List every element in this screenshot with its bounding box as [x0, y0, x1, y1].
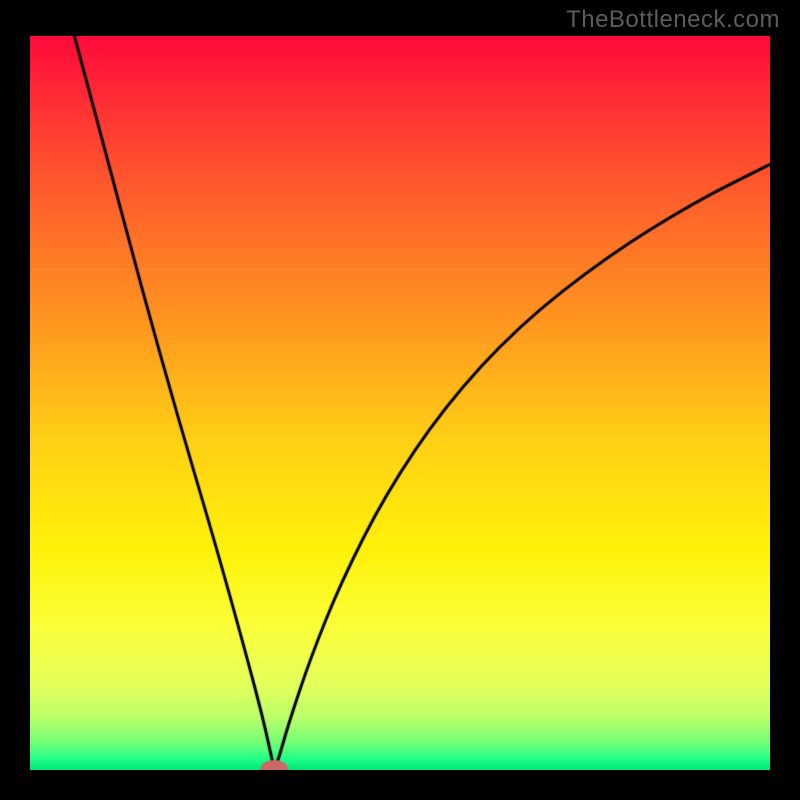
- chart-frame: TheBottleneck.com: [0, 0, 800, 800]
- plot-canvas: [30, 36, 770, 770]
- plot-area: [30, 36, 770, 770]
- watermark-text: TheBottleneck.com: [566, 6, 780, 34]
